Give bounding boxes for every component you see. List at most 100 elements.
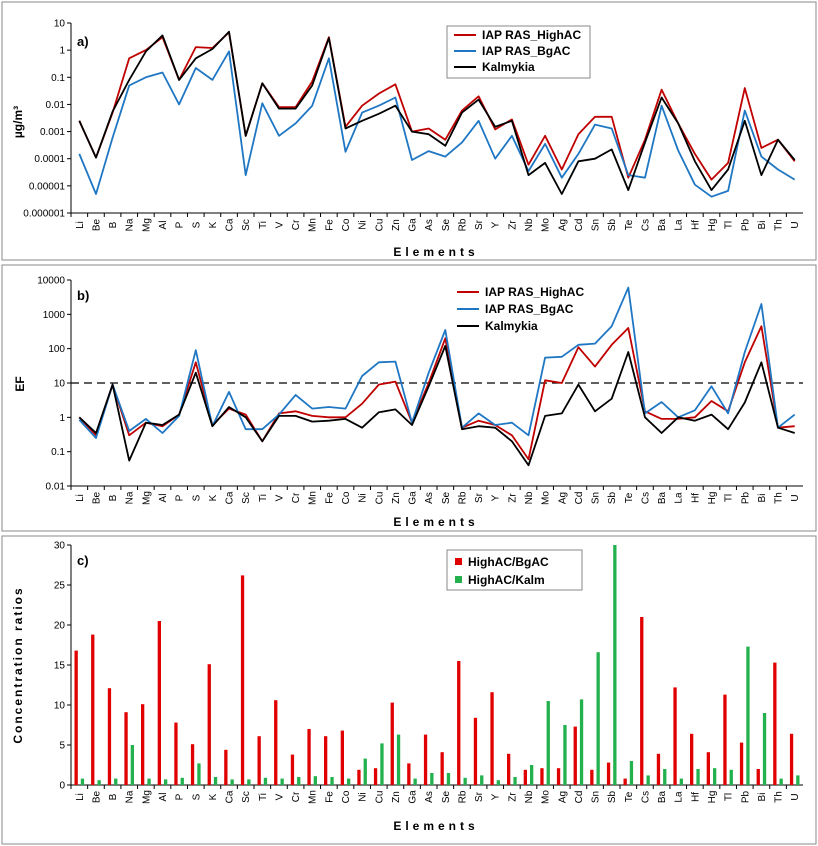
panel-a-xtick-label: Pb	[740, 218, 751, 231]
panel-c-bar-ratio2	[80, 778, 85, 785]
panel-a-xtick-label: Fe	[324, 219, 335, 231]
panel-b-xtick-label: Sc	[241, 492, 252, 504]
panel-c-bar-ratio1	[124, 712, 128, 785]
panel-c-xtick-label: S	[191, 793, 202, 800]
panel-c-xtick-label: Mn	[308, 790, 319, 804]
panel-a-ytick-label: 0.01	[46, 100, 66, 111]
panel-c-bar-ratio1	[224, 749, 228, 785]
panel-b-legend-label-bg: IAP RAS_BgAC	[485, 302, 574, 316]
panel-c-bar-ratio1	[290, 754, 295, 785]
panel-b-xtick-label: Sn	[591, 492, 602, 504]
panel-a-xtick-label: Ag	[557, 219, 568, 231]
panel-c-xtick-label: Al	[158, 793, 169, 802]
panel-b-xtick-label: Tl	[724, 494, 735, 502]
panel-c-bar-ratio2	[646, 775, 650, 785]
panel-c-legend-label-ratio2: HighAC/Kalm	[468, 573, 545, 587]
panel-b-xtick-label: Th	[774, 492, 785, 504]
panel-a-ytick-label: 0.00001	[29, 181, 66, 192]
panel-c-ytick-label: 0	[59, 781, 65, 792]
panel-a-xtick-label: Zn	[391, 219, 402, 231]
panel-c-bar-ratio2	[263, 777, 268, 785]
panel-c-xtick-label: Mo	[541, 790, 552, 804]
panel-c-bar-ratio2	[197, 763, 201, 785]
panel-c-bar-ratio2	[513, 777, 517, 785]
panel-b-xtick-label: Fe	[324, 492, 335, 504]
panel-c-bar-ratio1	[656, 753, 661, 785]
panel-c-frame	[1, 535, 817, 845]
panel-b-ytick-label: 0.1	[51, 447, 65, 458]
panel-a-xtick-label: Cs	[640, 219, 651, 231]
panel-b-ytick-label: 1	[59, 413, 65, 424]
panel-c-xtick-label: Ga	[408, 790, 419, 804]
panel-c-ytick-label: 15	[54, 661, 66, 672]
panel-c-ytick-label: 25	[54, 581, 66, 592]
panel-c-bar-ratio1	[257, 736, 261, 785]
panel-b-xtick-label: As	[424, 492, 435, 504]
panel-a-xtick-label: Li	[75, 221, 86, 229]
panel-c-xtick-label: Ni	[358, 792, 369, 801]
panel-a-xtick-label: Ni	[358, 220, 369, 229]
panel-c-bar-ratio1	[74, 650, 78, 785]
panel-b-xtick-label: Ni	[358, 493, 369, 502]
panel-c-bar-ratio2	[579, 699, 584, 785]
panel-c-bar-ratio1	[91, 634, 95, 785]
panel-c-ytick-label: 30	[54, 541, 66, 552]
panel-c-xtick-label: Sr	[474, 791, 485, 802]
panel-a-xtick-label: Sb	[607, 218, 618, 231]
panel-c-bar-ratio2	[413, 778, 417, 785]
panel-c-xtick-label: Nb	[524, 790, 535, 803]
panel-c-bar-ratio1	[373, 768, 378, 785]
panel-c-bar-ratio1	[773, 662, 777, 785]
panel-c-xtick-label: Sc	[241, 791, 252, 803]
panel-c-bar-ratio1	[640, 617, 644, 785]
panel-b-ytick-label: 1000	[43, 310, 66, 321]
panel-b-xtick-label: Li	[75, 494, 86, 502]
panel-c-bar-ratio1	[457, 661, 461, 785]
panel-b-legend-label-high: IAP RAS_HighAC	[485, 285, 584, 299]
panel-c-bar-ratio1	[739, 742, 744, 785]
panel-a-xtick-label: K	[208, 221, 219, 228]
panel-a-xtick-label: Hg	[707, 219, 718, 232]
panel-b-xtick-label: U	[790, 494, 801, 501]
panel-c-bar-ratio1	[573, 726, 577, 785]
panel-c-xtick-label: Cr	[291, 791, 302, 802]
panel-a-xtick-label: V	[274, 221, 285, 228]
panel-c-bar-ratio2	[130, 745, 134, 785]
panel-a-legend: IAP RAS_HighAC IAP RAS_BgAC Kalmykia	[446, 25, 591, 79]
panel-b-xtick-label: Ga	[408, 491, 419, 505]
panel-c-xtick-label: Ca	[225, 790, 236, 803]
panel-c-xtick-label: Ba	[657, 790, 668, 803]
panel-b-xtick-label: Hg	[707, 492, 718, 505]
panel-c-xtick-label: Fe	[324, 791, 335, 803]
panel-a-xtick-label: Se	[441, 218, 452, 231]
panel-c-bar-ratio2	[363, 758, 367, 785]
panel-c-xtick-label: Mg	[141, 790, 152, 804]
panel-b-xtick-label: Na	[125, 491, 136, 504]
panel-c-xtick-label: Cu	[374, 791, 385, 804]
panel-c-bar-ratio2	[180, 777, 184, 785]
panel-c-bar-ratio1	[324, 736, 328, 785]
panel-a-xtick-label: La	[674, 219, 685, 231]
panel-c-bar-ratio2	[330, 777, 334, 785]
panel-b-xtick-label: Cs	[640, 492, 651, 504]
panel-c-xtick-label: Zr	[507, 792, 518, 802]
panel-c-bar-ratio2	[313, 776, 317, 785]
panel-c-bar-ratio2	[679, 778, 683, 785]
panel-c-bar-ratio1	[107, 688, 112, 785]
panel-c-bar-ratio1	[756, 769, 760, 785]
panel-c-xtick-label: U	[790, 793, 801, 800]
panel-c-xtick-label: Te	[624, 791, 635, 802]
panel-c-xtick-label: Pb	[740, 790, 751, 803]
panel-c-bar-ratio2	[596, 652, 600, 785]
panel-c-bar-ratio1	[423, 734, 428, 785]
panel-c-bar-ratio2	[496, 780, 500, 785]
panel-c-bar-ratio2	[430, 773, 434, 785]
panel-b-xlabel: Elements	[393, 515, 478, 529]
panel-c-ytick-label: 10	[54, 701, 66, 712]
panel-c-ytick-label: 5	[59, 741, 65, 752]
panel-c-bar-ratio2	[563, 725, 567, 785]
panel-a-xtick-label: Tl	[724, 221, 735, 229]
panel-b-xtick-label: Ba	[657, 491, 668, 504]
panel-b-xtick-label: S	[191, 494, 202, 501]
panel-b-xtick-label: Mn	[308, 491, 319, 505]
